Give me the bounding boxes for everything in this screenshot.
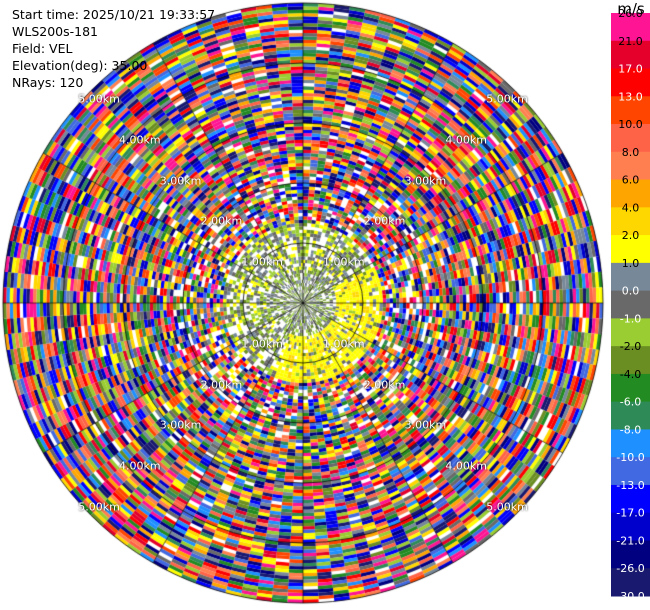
colorbar-swatch <box>611 429 650 458</box>
colorbar-tick-label: 2.0 <box>622 229 640 242</box>
range-ring-label: 4.00km <box>119 459 161 473</box>
range-ring-label: 4.00km <box>445 459 487 473</box>
colorbar-tick-label: -1.0 <box>620 312 641 325</box>
colorbar-swatch <box>611 96 650 125</box>
colorbar-tick-label: -10.0 <box>616 451 644 464</box>
colorbar-tick-label: 26.0 <box>618 7 643 20</box>
colorbar-tick-label: 17.0 <box>618 63 643 76</box>
colorbar-tick-label: 10.0 <box>618 118 643 131</box>
colorbar-swatch <box>611 179 650 208</box>
colorbar-swatch <box>611 68 650 97</box>
colorbar-title: m/s <box>617 0 645 18</box>
colorbar-tick-label: 4.0 <box>622 201 640 214</box>
colorbar-swatch <box>611 124 650 153</box>
colorbar-swatch <box>611 484 650 514</box>
colorbar-swatch <box>611 151 650 181</box>
colorbar-swatch <box>611 207 650 236</box>
colorbar-swatch <box>611 290 650 319</box>
colorbar-swatch <box>611 512 650 541</box>
colorbar-tick-label: -21.0 <box>616 534 644 547</box>
colorbar-swatch <box>611 318 650 347</box>
colorbar-tick-label: -8.0 <box>620 423 641 436</box>
colorbar-swatch <box>611 373 650 403</box>
colorbar-tick-label: -4.0 <box>620 368 641 381</box>
colorbar-tick-label: -2.0 <box>620 340 641 353</box>
colorbar-tick-label: 8.0 <box>622 146 640 159</box>
colorbar-swatch <box>611 13 650 42</box>
field-text: Field: VEL <box>12 41 73 56</box>
colorbar-swatch <box>611 346 650 375</box>
colorbar-tick-label: -17.0 <box>616 507 644 520</box>
colorbar-swatch <box>611 568 650 597</box>
colorbar-tick-label: -6.0 <box>620 396 641 409</box>
range-ring-label: 1.00km <box>241 337 283 351</box>
range-ring-label: 3.00km <box>159 418 202 432</box>
colorbar-tick-label: -30.0 <box>616 590 644 603</box>
range-ring-label: 4.00km <box>119 133 161 147</box>
scan-info: Start time: 2025/10/21 19:33:57 WLS200s-… <box>12 6 215 91</box>
colorbar-swatch <box>611 235 650 264</box>
colorbar-tick-label: 6.0 <box>622 174 640 187</box>
colorbar-tick-label: 21.0 <box>618 35 643 48</box>
colorbar-swatch <box>611 540 650 569</box>
range-ring-label: 4.00km <box>445 133 487 147</box>
range-ring-label: 2.00km <box>200 378 243 392</box>
range-ring-label: 2.00km <box>363 214 406 228</box>
elevation-text: Elevation(deg): 35.00 <box>12 58 148 73</box>
colorbar-swatch <box>611 262 650 292</box>
nrays-text: NRays: 120 <box>12 75 84 90</box>
range-ring-label: 2.00km <box>200 214 243 228</box>
range-ring-label: 5.00km <box>486 92 528 106</box>
range-ring-label: 1.00km <box>323 255 365 269</box>
colorbar-swatch <box>611 457 650 486</box>
colorbar-tick-label: 13.0 <box>618 90 643 103</box>
range-ring-label: 3.00km <box>159 174 202 188</box>
colorbar-swatch <box>611 40 650 70</box>
range-ring-label: 1.00km <box>323 337 365 351</box>
range-ring-label: 5.00km <box>78 92 120 106</box>
range-ring-label: 3.00km <box>404 418 447 432</box>
colorbar-tick-label: -13.0 <box>616 479 644 492</box>
range-ring-label: 5.00km <box>78 500 120 514</box>
colorbar-tick-label: 0.0 <box>622 285 640 298</box>
range-ring-label: 1.00km <box>241 255 283 269</box>
range-ring-label: 3.00km <box>404 174 447 188</box>
colorbar-swatch <box>611 401 650 430</box>
instrument-text: WLS200s-181 <box>12 24 98 39</box>
range-ring-label: 5.00km <box>486 500 528 514</box>
start-time-text: Start time: 2025/10/21 19:33:57 <box>12 7 216 22</box>
colorbar-tick-label: 1.0 <box>622 257 640 270</box>
range-ring-label: 2.00km <box>363 378 406 392</box>
colorbar-tick-label: -26.0 <box>616 562 644 575</box>
